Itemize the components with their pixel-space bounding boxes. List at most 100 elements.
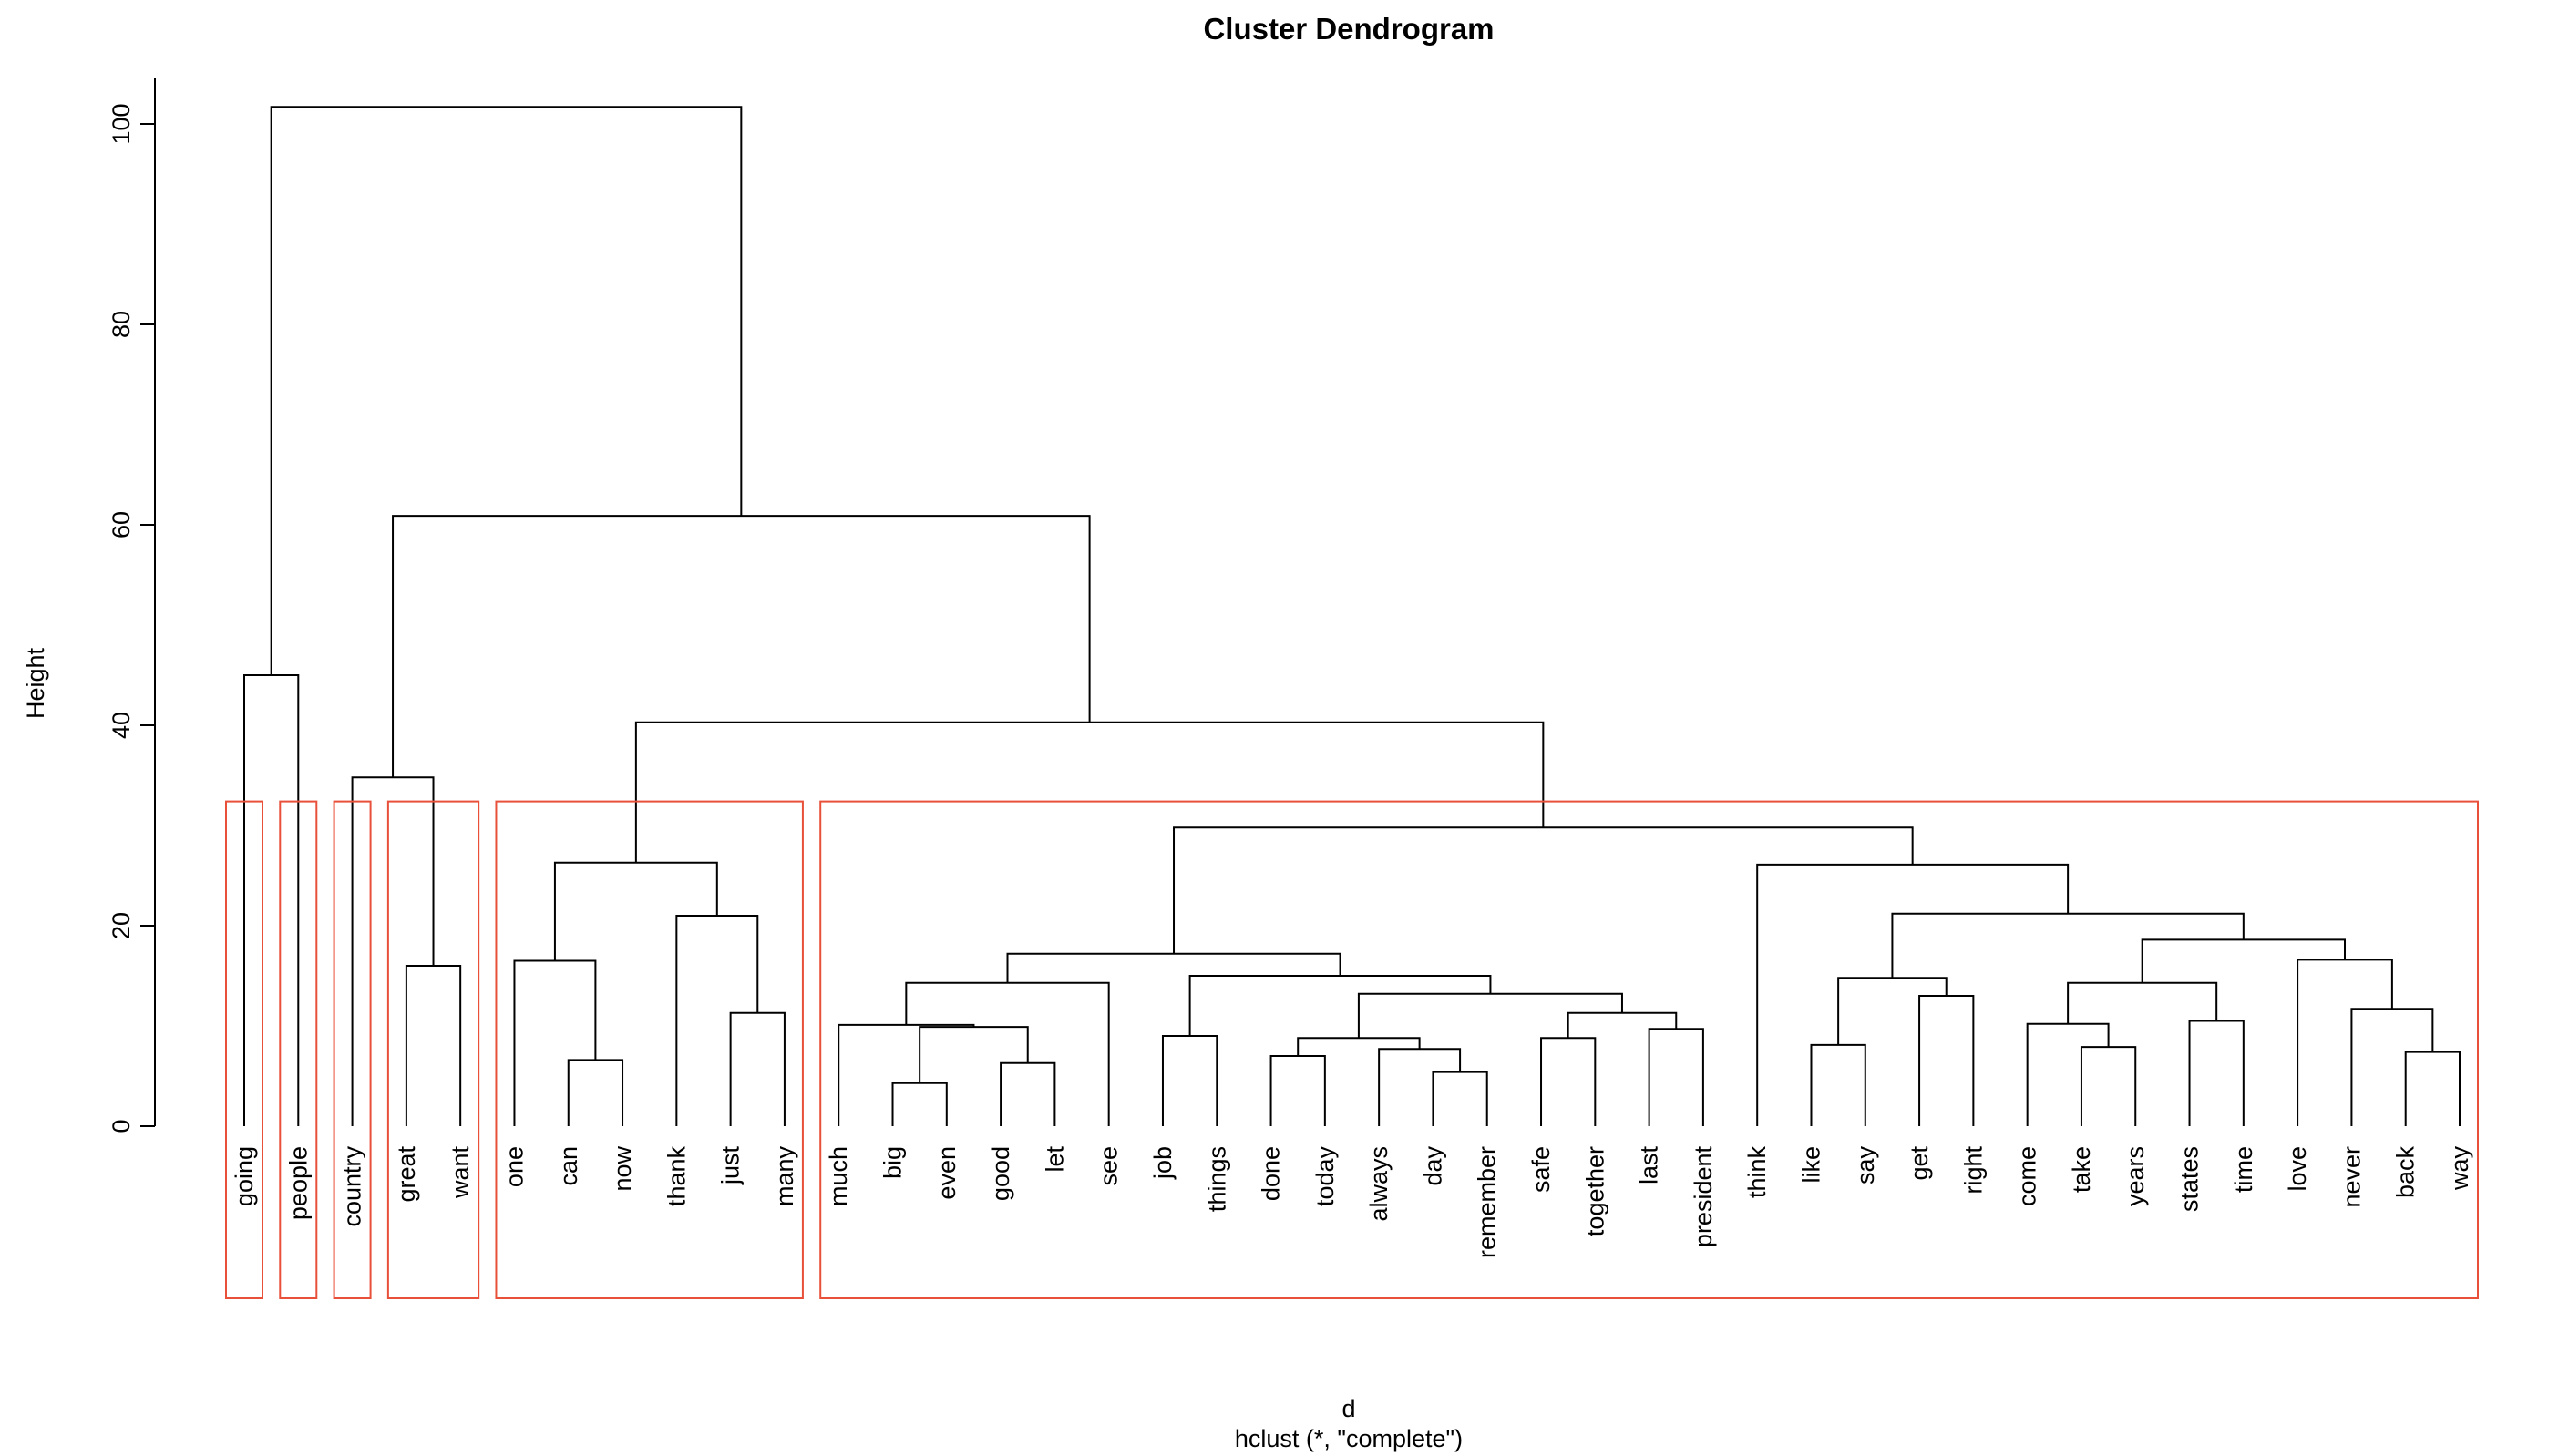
y-tick-label: 100 <box>108 103 135 144</box>
leaf-label: job <box>1149 1146 1177 1180</box>
dendrogram-branch <box>919 1026 1029 1083</box>
dendrogram-branch <box>1540 1037 1597 1126</box>
dendrogram-branch <box>1891 912 2245 979</box>
dendrogram-branch <box>1837 977 1948 1045</box>
leaf-label: time <box>2230 1146 2257 1193</box>
x-axis-label: d <box>1341 1395 1355 1422</box>
leaf-label: president <box>1690 1146 1717 1248</box>
cluster-rect <box>386 800 480 1299</box>
leaf-label: one <box>500 1146 528 1187</box>
y-tick-label: 20 <box>108 912 135 939</box>
leaf-label: think <box>1743 1146 1771 1199</box>
leaf-label: together <box>1581 1146 1608 1236</box>
leaf-label: just <box>717 1146 745 1186</box>
dendrogram-branch <box>270 106 743 675</box>
dendrogram-branch <box>1297 1037 1421 1056</box>
leaf-label: done <box>1258 1146 1285 1201</box>
dendrogram-branch <box>2350 1008 2434 1126</box>
dendrogram-branch <box>1567 1011 1678 1039</box>
method-subtitle: hclust (*, "complete") <box>1235 1425 1463 1452</box>
leaf-label: thank <box>663 1146 690 1207</box>
dendrogram-branch <box>1756 863 2070 1126</box>
leaf-label: always <box>1365 1146 1393 1222</box>
leaf-label: many <box>771 1146 798 1207</box>
y-tick-label: 40 <box>108 712 135 739</box>
leaf-label: great <box>393 1146 420 1203</box>
dendrogram-branch <box>1000 1061 1056 1126</box>
leaf-label: country <box>339 1146 366 1227</box>
dendrogram-branch <box>392 515 1091 778</box>
dendrogram-branch <box>2188 1020 2245 1126</box>
leaf-label: never <box>2338 1146 2365 1208</box>
leaf-label: last <box>1636 1146 1663 1185</box>
dendrogram-branch <box>2297 959 2393 1126</box>
dendrogram-branch <box>891 1082 948 1126</box>
dendrogram-branch <box>1648 1028 1704 1126</box>
dendrogram-branch <box>553 861 718 961</box>
y-axis: 0 20 40 60 80 100 <box>108 78 156 1133</box>
leaf-label: today <box>1311 1146 1339 1207</box>
leaf-label: love <box>2284 1146 2311 1192</box>
dendrogram-branch <box>1918 995 1975 1126</box>
dendrogram-branch <box>2067 981 2218 1024</box>
dendrogram-branches <box>243 106 2461 1126</box>
leaf-label: things <box>1203 1146 1230 1212</box>
dendrogram-branch <box>405 965 462 1126</box>
dendrogram-branch <box>1161 1035 1218 1126</box>
dendrogram-branch <box>567 1059 624 1126</box>
leaf-label: safe <box>1527 1146 1555 1193</box>
y-axis-label: Height <box>22 647 49 719</box>
dendrogram-branch <box>1173 826 1914 954</box>
leaf-label: want <box>447 1146 474 1200</box>
dendrogram-branch <box>1269 1055 1326 1126</box>
leaf-label: like <box>1797 1146 1824 1184</box>
dendrogram-branch <box>1378 1048 1462 1126</box>
leaf-label: say <box>1852 1146 1879 1185</box>
dendrogram-branch <box>243 674 300 1126</box>
dendrogram-branch <box>634 721 1545 863</box>
dendrogram-branch <box>2141 938 2346 983</box>
dendrogram-branch <box>729 1011 786 1126</box>
leaf-label: back <box>2392 1146 2420 1199</box>
dendrogram-branch <box>2404 1051 2461 1126</box>
leaf-label: remember <box>1474 1146 1501 1258</box>
y-tick-label: 60 <box>108 511 135 538</box>
dendrogram-branch <box>351 776 435 1126</box>
cluster-rect <box>225 800 263 1299</box>
leaf-label: come <box>2014 1146 2041 1206</box>
leaf-label: much <box>825 1146 852 1206</box>
leaf-label: see <box>1095 1146 1123 1186</box>
dendrogram-branch <box>513 959 597 1126</box>
leaf-label: way <box>2446 1146 2473 1192</box>
cluster-rectangles <box>225 800 2479 1299</box>
leaf-label: good <box>987 1146 1014 1201</box>
dendrogram-branch <box>905 981 1110 1126</box>
dendrogram-branch <box>2080 1046 2137 1126</box>
leaf-label: now <box>609 1145 636 1191</box>
dendrogram-branch <box>838 1023 975 1126</box>
dendrogram-branch <box>1006 952 1341 983</box>
leaf-label: take <box>2068 1146 2095 1193</box>
dendrogram-branch <box>675 915 759 1126</box>
dendrogram-branch <box>1188 975 1492 1036</box>
dendrogram-branch <box>1357 992 1623 1039</box>
leaf-label: even <box>933 1146 961 1200</box>
cluster-rect <box>333 800 372 1299</box>
leaf-label: people <box>284 1146 312 1220</box>
leaf-label: going <box>231 1146 258 1206</box>
cluster-rect <box>495 800 804 1299</box>
leaf-label: day <box>1419 1146 1446 1186</box>
leaf-label: years <box>2122 1146 2149 1206</box>
y-tick-label: 80 <box>108 311 135 338</box>
leaf-label: states <box>2176 1146 2204 1212</box>
chart-title: Cluster Dendrogram <box>1203 12 1494 46</box>
leaf-label: can <box>555 1146 582 1186</box>
cluster-rect <box>279 800 318 1299</box>
leaf-label: big <box>879 1146 907 1179</box>
leaf-label: right <box>1959 1146 1987 1195</box>
dendrogram-branch <box>1432 1071 1488 1126</box>
dendrogram-branch <box>1810 1043 1866 1126</box>
leaf-label: get <box>1906 1146 1933 1181</box>
leaf-label: let <box>1041 1146 1068 1173</box>
